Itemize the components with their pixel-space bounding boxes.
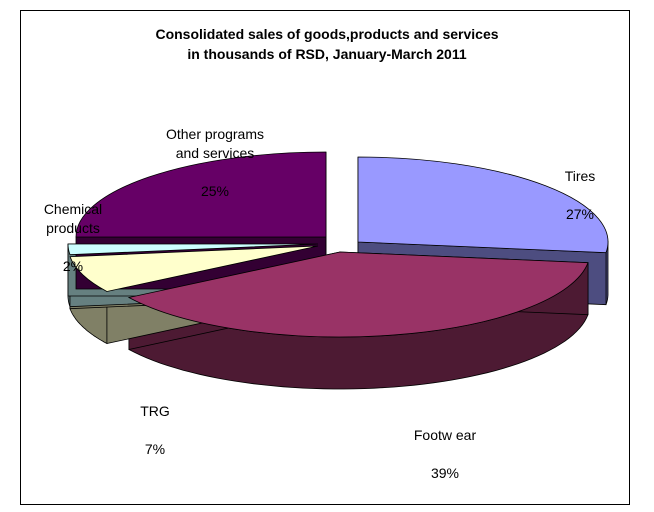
slice-top-footwear <box>127 251 589 338</box>
slice-label-other-percent: 25% <box>200 183 230 199</box>
slice-top-other <box>75 151 327 238</box>
slice-label-footwear-percent: 39% <box>430 465 460 481</box>
slice-top-chemical <box>67 243 319 256</box>
slice-label-chemical: Chemical products 2% <box>28 181 118 295</box>
slice-label-trg: TRG 7% <box>125 383 185 478</box>
slice-label-trg-percent: 7% <box>144 441 166 457</box>
slice-label-chemical-percent: 2% <box>62 258 84 274</box>
slice-label-chemical-name: Chemical products <box>43 201 103 236</box>
chart-title-line-1: Consolidated sales of goods,products and… <box>155 26 499 42</box>
slice-label-tires-percent: 27% <box>565 206 595 222</box>
slice-label-tires: Tires 27% <box>545 148 615 243</box>
slice-label-tires-name: Tires <box>564 168 596 184</box>
chart-title-line-2: in thousands of RSD, January-March 2011 <box>187 46 467 62</box>
slice-top-tires <box>357 156 609 254</box>
slice-label-footwear: Footw ear 39% <box>400 407 490 502</box>
slice-label-other: Other programs and services 25% <box>140 106 290 220</box>
slice-label-footwear-name: Footw ear <box>413 427 477 443</box>
slice-top-trg <box>69 245 319 292</box>
slice-label-other-name: Other programs and services <box>165 126 265 161</box>
slice-label-trg-name: TRG <box>140 403 170 419</box>
